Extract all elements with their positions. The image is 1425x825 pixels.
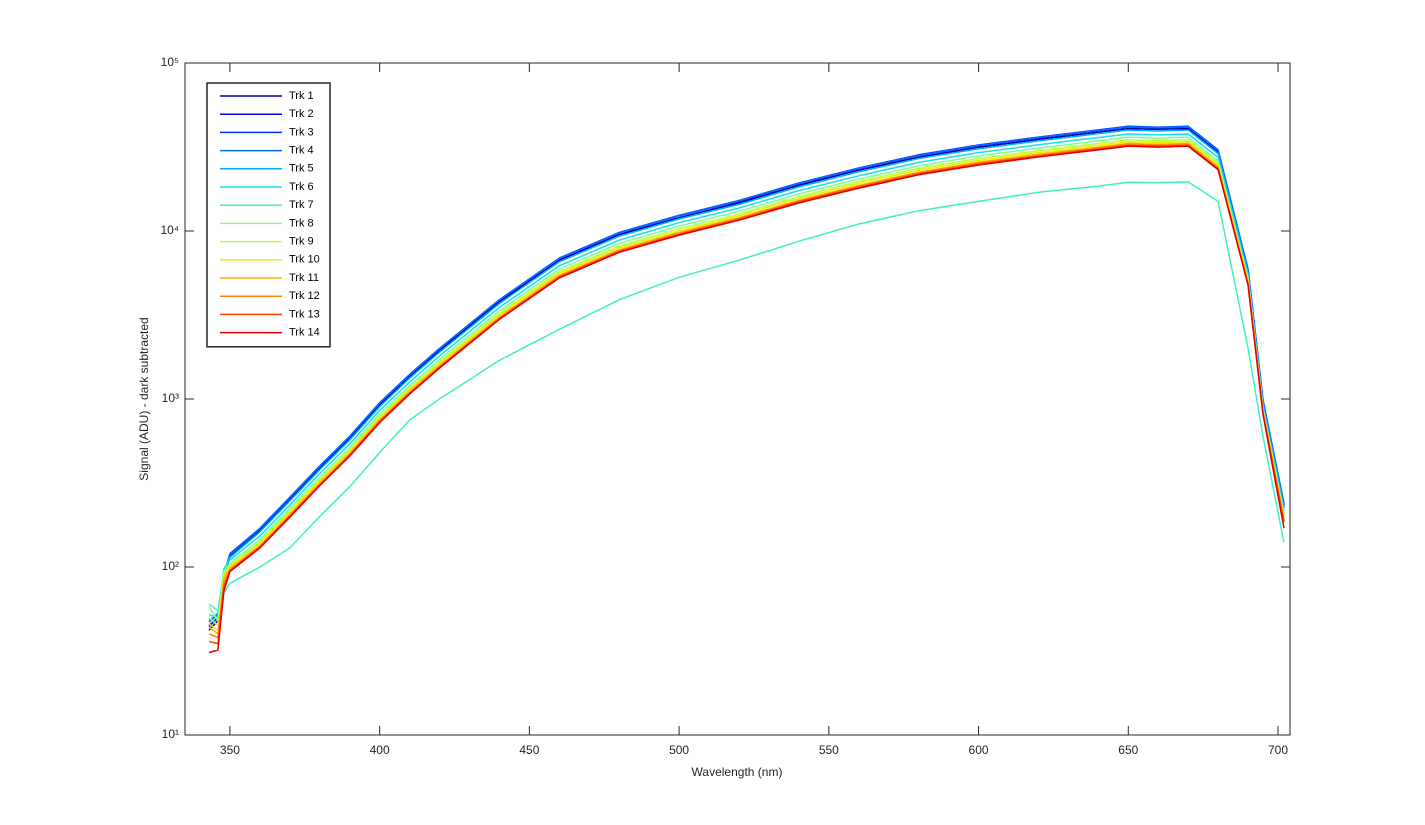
y-tick-label: 10²: [162, 559, 179, 573]
series-line: [208, 136, 1285, 622]
legend-label: Trk 13: [289, 308, 320, 320]
axes-box: [184, 62, 1291, 736]
legend-label: Trk 12: [289, 290, 320, 302]
legend-label: Trk 8: [289, 217, 314, 229]
series-line: [208, 145, 1285, 654]
x-tick-label: 500: [669, 743, 689, 757]
legend-label: Trk 9: [289, 236, 314, 248]
series-line: [208, 129, 1285, 622]
series-line: [208, 140, 1285, 632]
legend-label: Trk 3: [289, 126, 314, 138]
x-tick-label: 650: [1118, 743, 1138, 757]
x-tick-label: 450: [519, 743, 539, 757]
plot-area: [185, 63, 1290, 735]
legend-label: Trk 7: [289, 199, 314, 211]
series-line: [208, 181, 1285, 612]
series-line: [208, 127, 1285, 631]
y-tick-label: 10¹: [162, 727, 179, 741]
x-tick-label: 600: [969, 743, 989, 757]
series-line: [208, 126, 1285, 623]
legend-label: Trk 11: [289, 272, 319, 284]
series-line: [208, 133, 1285, 619]
series-line: [208, 143, 1285, 639]
y-axis-label: Signal (ADU) - dark subtracted: [137, 317, 151, 480]
x-tick-label: 550: [819, 743, 839, 757]
y-tick-label: 10³: [162, 391, 179, 405]
legend-label: Trk 6: [289, 181, 314, 193]
x-tick-label: 400: [370, 743, 390, 757]
y-tick-label: 10⁵: [161, 55, 179, 69]
x-tick-label: 700: [1268, 743, 1288, 757]
legend-label: Trk 2: [289, 108, 314, 120]
legend-label: Trk 4: [289, 145, 314, 157]
legend-label: Trk 14: [289, 327, 320, 339]
x-tick-label: 350: [220, 743, 240, 757]
y-tick-label: 10⁴: [160, 223, 179, 237]
legend-label: Trk 1: [289, 90, 314, 102]
legend-label: Trk 5: [289, 163, 314, 175]
legend: Trk 1 Trk 2 Trk 3 Trk 4 Trk 5 Trk 6 Trk 7 Trk 8…: [206, 82, 331, 348]
x-axis-label: Wavelength (nm): [692, 765, 783, 779]
legend-label: Trk 10: [289, 254, 320, 266]
legend-box: [206, 82, 331, 348]
series-line: [208, 139, 1285, 627]
